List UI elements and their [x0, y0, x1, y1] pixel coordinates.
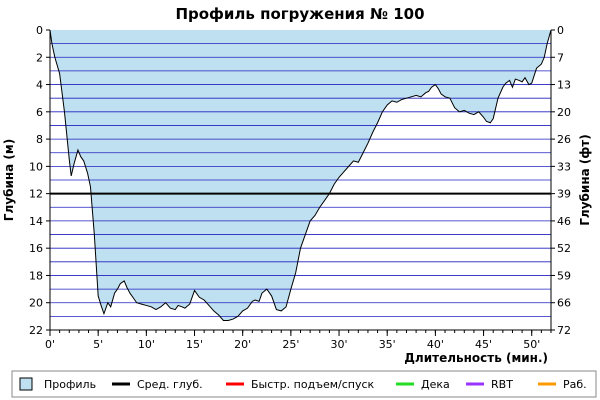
legend-label: Раб. [563, 378, 587, 391]
x-axis-label: Длительность (мин.) [404, 351, 548, 365]
y-tick-label-right: 46 [557, 215, 571, 228]
y-axis-label-left: Глубина (м) [2, 139, 16, 221]
y-tick-label-left: 18 [29, 269, 43, 282]
x-tick-label: 25' [282, 338, 299, 351]
x-tick-label: 20' [234, 338, 251, 351]
y-tick-label-left: 14 [29, 215, 43, 228]
y-tick-label-left: 0 [36, 24, 43, 37]
y-tick-label-right: 7 [557, 51, 564, 64]
y-tick-label-left: 20 [29, 297, 43, 310]
legend-box [11, 370, 597, 398]
y-tick-label-left: 22 [29, 324, 43, 337]
y-tick-label-left: 2 [36, 51, 43, 64]
legend-label: Дека [421, 378, 450, 391]
x-tick-label: 30' [331, 338, 348, 351]
legend-label: Профиль [44, 378, 96, 391]
x-tick-label: 15' [186, 338, 203, 351]
y-tick-label-left: 4 [36, 79, 43, 92]
y-tick-label-right: 66 [557, 297, 571, 310]
y-tick-label-left: 16 [29, 242, 43, 255]
y-tick-label-right: 33 [557, 160, 571, 173]
x-tick-label: 10' [138, 338, 155, 351]
chart-title: Профиль погружения № 100 [175, 5, 424, 23]
legend-label: Быстр. подъем/спуск [251, 378, 375, 391]
x-tick-label: 35' [379, 338, 396, 351]
x-tick-label: 40' [427, 338, 444, 351]
x-tick-label: 0' [45, 338, 55, 351]
y-tick-label-right: 26 [557, 133, 571, 146]
y-tick-label-left: 6 [36, 106, 43, 119]
y-tick-label-right: 20 [557, 106, 571, 119]
legend-label: Сред. глуб. [137, 378, 203, 391]
y-tick-label-right: 72 [557, 324, 571, 337]
legend: Профиль Сред. глуб. Быстр. подъем/спуск Дек… [11, 370, 597, 398]
x-tick-label: 5' [93, 338, 103, 351]
legend-label: RBT [491, 378, 513, 391]
profile-line [49, 29, 552, 321]
y-tick-label-left: 12 [29, 188, 43, 201]
y-axis-label-right: Глубина (фт) [578, 134, 592, 225]
x-tick-label: 50' [523, 338, 540, 351]
y-tick-label-left: 8 [36, 133, 43, 146]
y-tick-label-right: 39 [557, 188, 571, 201]
y-tick-label-left: 10 [29, 160, 43, 173]
x-tick-label: 45' [475, 338, 492, 351]
y-tick-label-right: 59 [557, 269, 571, 282]
y-tick-label-right: 52 [557, 242, 571, 255]
legend-swatch-profile [19, 377, 33, 391]
y-tick-label-right: 0 [557, 24, 564, 37]
plot-area: 0246810121416182022071320263339465259667… [29, 24, 571, 351]
y-tick-label-right: 13 [557, 79, 571, 92]
